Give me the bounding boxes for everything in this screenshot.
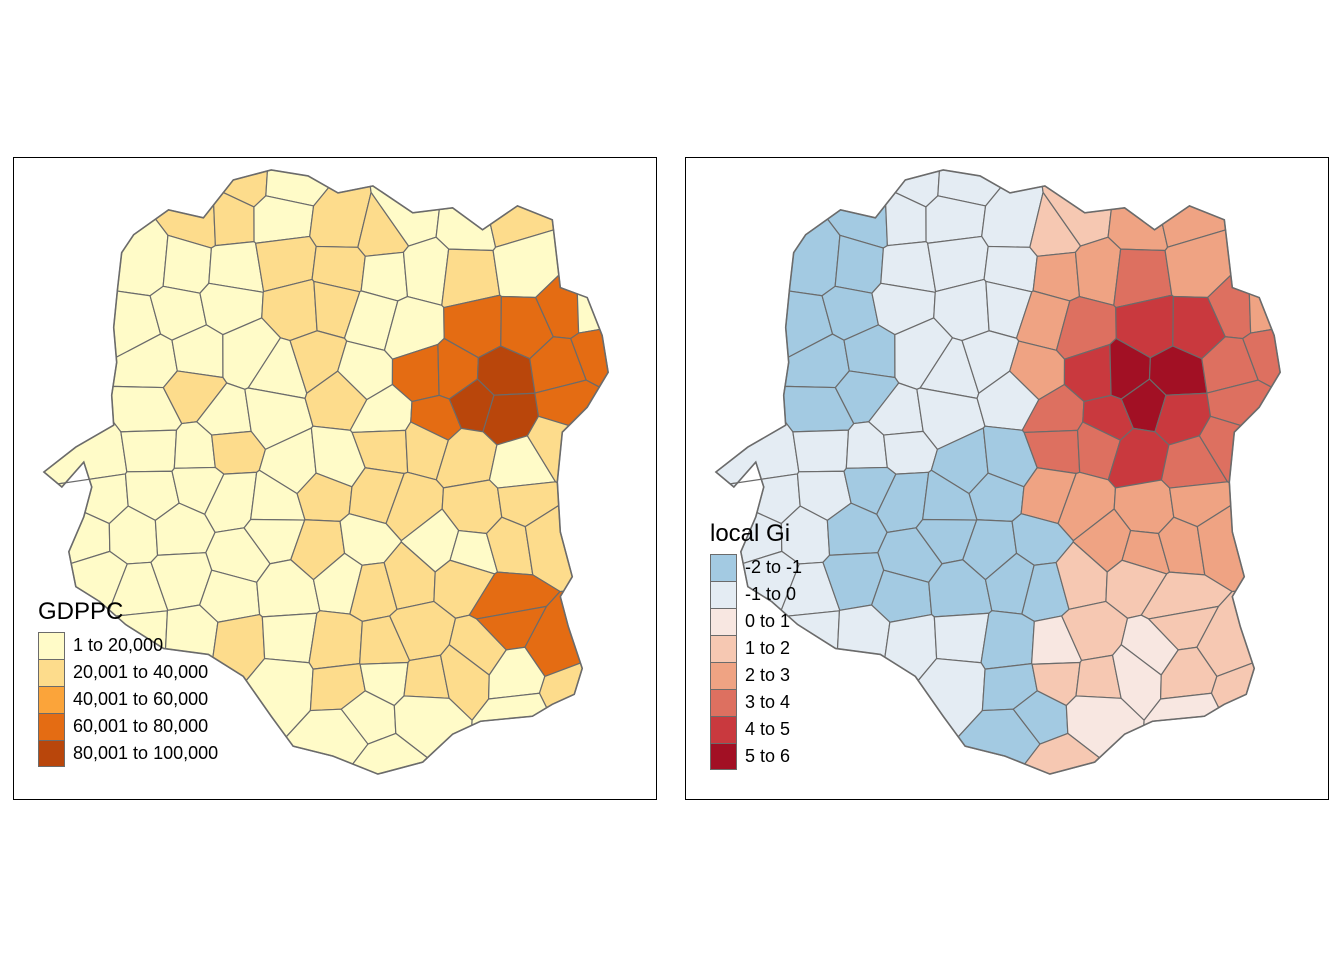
legend-label: 40,001 to 60,000	[73, 689, 209, 709]
legend-swatch	[710, 689, 737, 716]
county-region	[980, 610, 1035, 670]
county-region	[116, 218, 169, 297]
legend-item: 4 to 5	[710, 716, 802, 743]
local-gi-legend: local Gi -2 to -1 -1 to 0 0 to 1 1 to 2 …	[710, 520, 802, 770]
county-region	[1107, 207, 1169, 252]
county-region	[120, 429, 178, 473]
legend-item: 3 to 4	[710, 689, 802, 716]
gdppc-legend: GDPPC 1 to 20,000 20,001 to 40,000 40,00…	[38, 598, 218, 767]
legend-swatch	[710, 608, 737, 635]
legend-swatch	[710, 635, 737, 662]
legend-item: -2 to -1	[710, 554, 802, 581]
county-region	[402, 236, 450, 306]
legend-swatch	[710, 554, 737, 581]
legend-label: 1 to 2	[745, 638, 791, 658]
legend-swatch	[38, 713, 65, 740]
legend-swatch	[710, 662, 737, 689]
county-region	[792, 429, 850, 473]
gdppc-choropleth	[42, 169, 609, 775]
county-region	[261, 612, 318, 664]
legend-item: 2 to 3	[710, 662, 802, 689]
legend-label: 3 to 4	[745, 692, 791, 712]
legend-swatch	[710, 716, 737, 743]
legend-label: 1 to 20,000	[73, 635, 164, 655]
county-region	[788, 218, 841, 297]
county-region	[715, 421, 800, 485]
legend-label: 20,001 to 40,000	[73, 662, 209, 682]
legend-label: -2 to -1	[745, 557, 803, 577]
legend-item: 1 to 2	[710, 635, 802, 662]
legend-label: 80,001 to 100,000	[73, 743, 219, 763]
local-gi-regions	[714, 169, 1281, 775]
county-region	[933, 612, 990, 664]
legend-swatch	[38, 632, 65, 659]
legend-label: 0 to 1	[745, 611, 791, 631]
legend-item: 60,001 to 80,000	[38, 713, 218, 740]
province-outline	[42, 169, 609, 775]
legend-item: 5 to 6	[710, 743, 802, 770]
county-region	[1074, 236, 1122, 306]
legend-item: -1 to 0	[710, 581, 802, 608]
legend-item: 40,001 to 60,000	[38, 686, 218, 713]
legend-swatch	[710, 743, 737, 770]
legend-item: 80,001 to 100,000	[38, 740, 218, 767]
legend-swatch	[710, 581, 737, 608]
legend-item: 20,001 to 40,000	[38, 659, 218, 686]
county-region	[308, 610, 363, 670]
legend-label: 4 to 5	[745, 719, 791, 739]
legend-swatch	[38, 659, 65, 686]
local-gi-legend-title: local Gi	[710, 520, 791, 547]
legend-item: 0 to 1	[710, 608, 802, 635]
local-gi-choropleth	[714, 169, 1281, 775]
legend-label: 60,001 to 80,000	[73, 716, 209, 736]
legend-item: 1 to 20,000	[38, 632, 218, 659]
local-gi-map-panel: local Gi -2 to -1 -1 to 0 0 to 1 1 to 2 …	[685, 157, 1329, 800]
gdppc-regions	[42, 169, 609, 775]
legend-label: 2 to 3	[745, 665, 791, 685]
county-region	[435, 207, 497, 252]
legend-label: -1 to 0	[745, 584, 797, 604]
gdppc-map-panel: GDPPC 1 to 20,000 20,001 to 40,000 40,00…	[13, 157, 657, 800]
province-outline	[714, 169, 1281, 775]
legend-swatch	[38, 686, 65, 713]
legend-label: 5 to 6	[745, 746, 791, 766]
gdppc-legend-title: GDPPC	[38, 598, 124, 625]
county-region	[43, 421, 128, 485]
legend-swatch	[38, 740, 65, 767]
